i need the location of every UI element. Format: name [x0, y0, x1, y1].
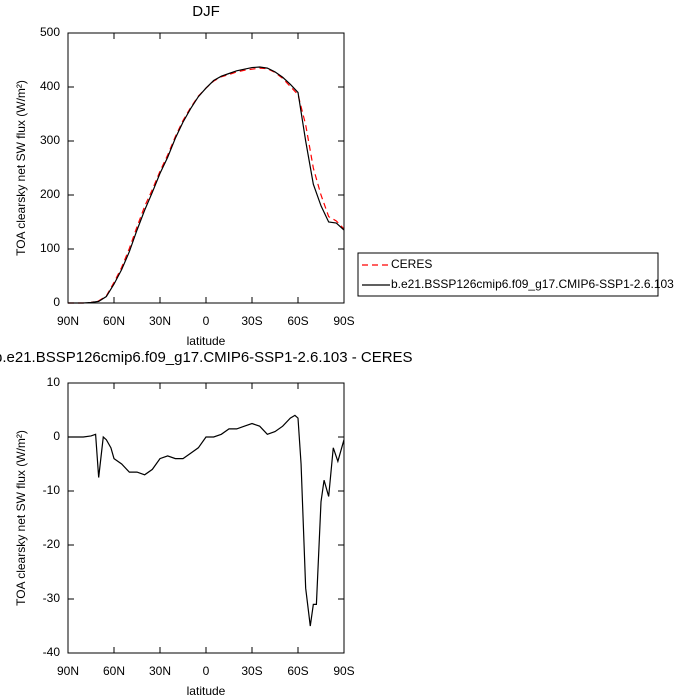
y-axis-label: TOA clearsky net SW flux (W/m²)	[14, 80, 28, 256]
y-tick-label: 500	[40, 25, 60, 39]
x-tick-label: 0	[203, 664, 210, 678]
y-tick-label: 10	[47, 375, 61, 389]
x-tick-label: 90N	[57, 314, 79, 328]
x-tick-label: 90N	[57, 664, 79, 678]
x-tick-label: 60N	[103, 314, 125, 328]
chart-title: DJF	[192, 3, 220, 20]
data-line	[68, 414, 345, 627]
x-tick-label: 60S	[287, 314, 308, 328]
y-tick-label: 400	[40, 79, 60, 93]
y-tick-label: -30	[43, 591, 61, 605]
y-tick-label: -10	[43, 483, 61, 497]
y-tick-label: -40	[43, 645, 61, 659]
chart-title: b.e21.BSSP126cmip6.f09_g17.CMIP6-SSP1-2.…	[0, 349, 413, 366]
x-axis-label: latitude	[187, 684, 226, 698]
x-tick-label: 30N	[149, 664, 171, 678]
y-tick-label: 100	[40, 241, 60, 255]
x-tick-label: 30S	[241, 314, 262, 328]
x-axis-label: latitude	[187, 334, 226, 348]
legend-label: CERES	[391, 257, 432, 271]
y-tick-label: 200	[40, 187, 60, 201]
x-tick-label: 90S	[333, 314, 354, 328]
data-line	[68, 67, 345, 304]
legend-label: b.e21.BSSP126cmip6.f09_g17.CMIP6-SSP1-2.…	[391, 277, 674, 291]
x-tick-label: 60N	[103, 664, 125, 678]
y-tick-label: 300	[40, 133, 60, 147]
plot-frame	[67, 32, 345, 304]
y-tick-label: 0	[53, 295, 60, 309]
y-tick-label: -20	[43, 537, 61, 551]
legend: CERES b.e21.BSSP126cmip6.f09_g17.CMIP6-SS…	[357, 252, 674, 297]
x-tick-label: 90S	[333, 664, 354, 678]
plot-frame	[67, 382, 345, 654]
x-tick-label: 30N	[149, 314, 171, 328]
y-axis-label: TOA clearsky net SW flux (W/m²)	[14, 430, 28, 606]
legend-box	[357, 252, 659, 297]
x-tick-label: 30S	[241, 664, 262, 678]
y-tick-label: 0	[53, 429, 60, 443]
data-line	[68, 66, 345, 304]
x-tick-label: 60S	[287, 664, 308, 678]
x-tick-label: 0	[203, 314, 210, 328]
